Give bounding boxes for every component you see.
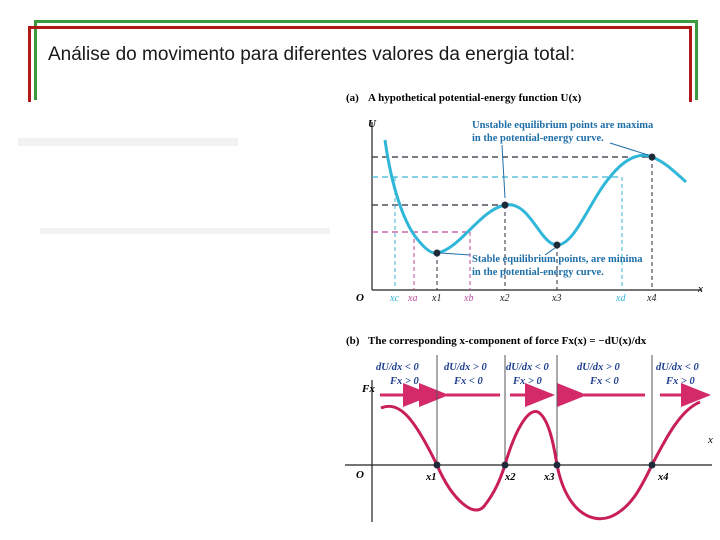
tick-xa: xa [407,293,417,304]
tick-x4: x4 [646,293,656,304]
tick-xc: xc [389,293,399,304]
zero-label-x4: x4 [657,472,669,483]
panel-a-label: (a) [346,92,359,104]
panel-b-heading: The corresponding x-component of force F… [368,335,647,347]
region-1: dU/dx < 0 Fx > 0 [376,362,433,407]
panel-a-x-label: x [697,283,703,295]
panel-a: (a) A hypothetical potential-energy func… [346,92,703,304]
unstable-pointer-x4 [609,142,649,156]
unstable-note-line2: in the potential-energy curve. [472,133,604,144]
potential-energy-curve [383,139,688,255]
zero-label-x1: x1 [425,472,437,483]
zero-label-x2: x2 [504,472,516,483]
region-4-slope: dU/dx > 0 [577,362,620,373]
panel-b-x-label: x [707,434,713,446]
equilibrium-point-x2 [501,201,509,209]
region-1-force: Fx > 0 [389,376,419,387]
region-5-slope: dU/dx < 0 [656,362,699,373]
stable-note-line2: in the potential-energy curve. [472,267,604,278]
panel-a-heading: A hypothetical potential-energy function… [368,92,582,104]
zero-point-x1 [433,461,441,469]
stable-pointer-x1 [440,252,471,256]
stable-pointer-x3 [544,247,556,256]
zero-point-x4 [648,461,656,469]
panel-b: (b) The corresponding x-component of for… [345,335,713,522]
panel-b-origin: O [356,469,364,481]
region-5: dU/dx < 0 Fx > 0 [656,362,711,407]
region-3-slope: dU/dx < 0 [506,362,549,373]
region-2-force: Fx < 0 [453,376,483,387]
panel-a-y-label: U [368,118,377,130]
region-2: dU/dx > 0 Fx < 0 [419,362,500,407]
region-2-slope: dU/dx > 0 [444,362,487,373]
tick-x1: x1 [431,293,441,304]
region-5-force: Fx > 0 [665,376,695,387]
slide-frame-green [34,20,698,100]
force-curve [380,400,701,521]
panel-b-y-label: Fx [361,383,375,395]
zero-point-x3 [553,461,561,469]
panel-a-origin: O [356,292,364,304]
panel-b-label: (b) [346,335,360,347]
equilibrium-point-x3 [553,241,561,249]
zero-point-x2 [501,461,509,469]
tick-x3: x3 [551,293,561,304]
zero-label-x3: x3 [543,472,555,483]
equilibrium-point-x1 [433,249,441,257]
unstable-note-line1: Unstable equilibrium points are maxima [472,120,654,131]
tick-xd: xd [615,293,626,304]
tick-xb: xb [463,293,473,304]
unstable-pointer-x2 [501,144,506,199]
region-4-force: Fx < 0 [589,376,619,387]
slide-title: Análise do movimento para diferentes val… [48,44,576,65]
tick-x2: x2 [499,293,509,304]
region-1-slope: dU/dx < 0 [376,362,419,373]
region-3: dU/dx < 0 Fx > 0 [506,362,555,407]
equilibrium-point-x4 [648,153,656,161]
stable-note-line1: Stable equilibrium points, are minima [472,254,643,265]
region-4: dU/dx > 0 Fx < 0 [557,362,645,407]
region-3-force: Fx > 0 [512,376,542,387]
slide-frame-red [28,26,692,102]
